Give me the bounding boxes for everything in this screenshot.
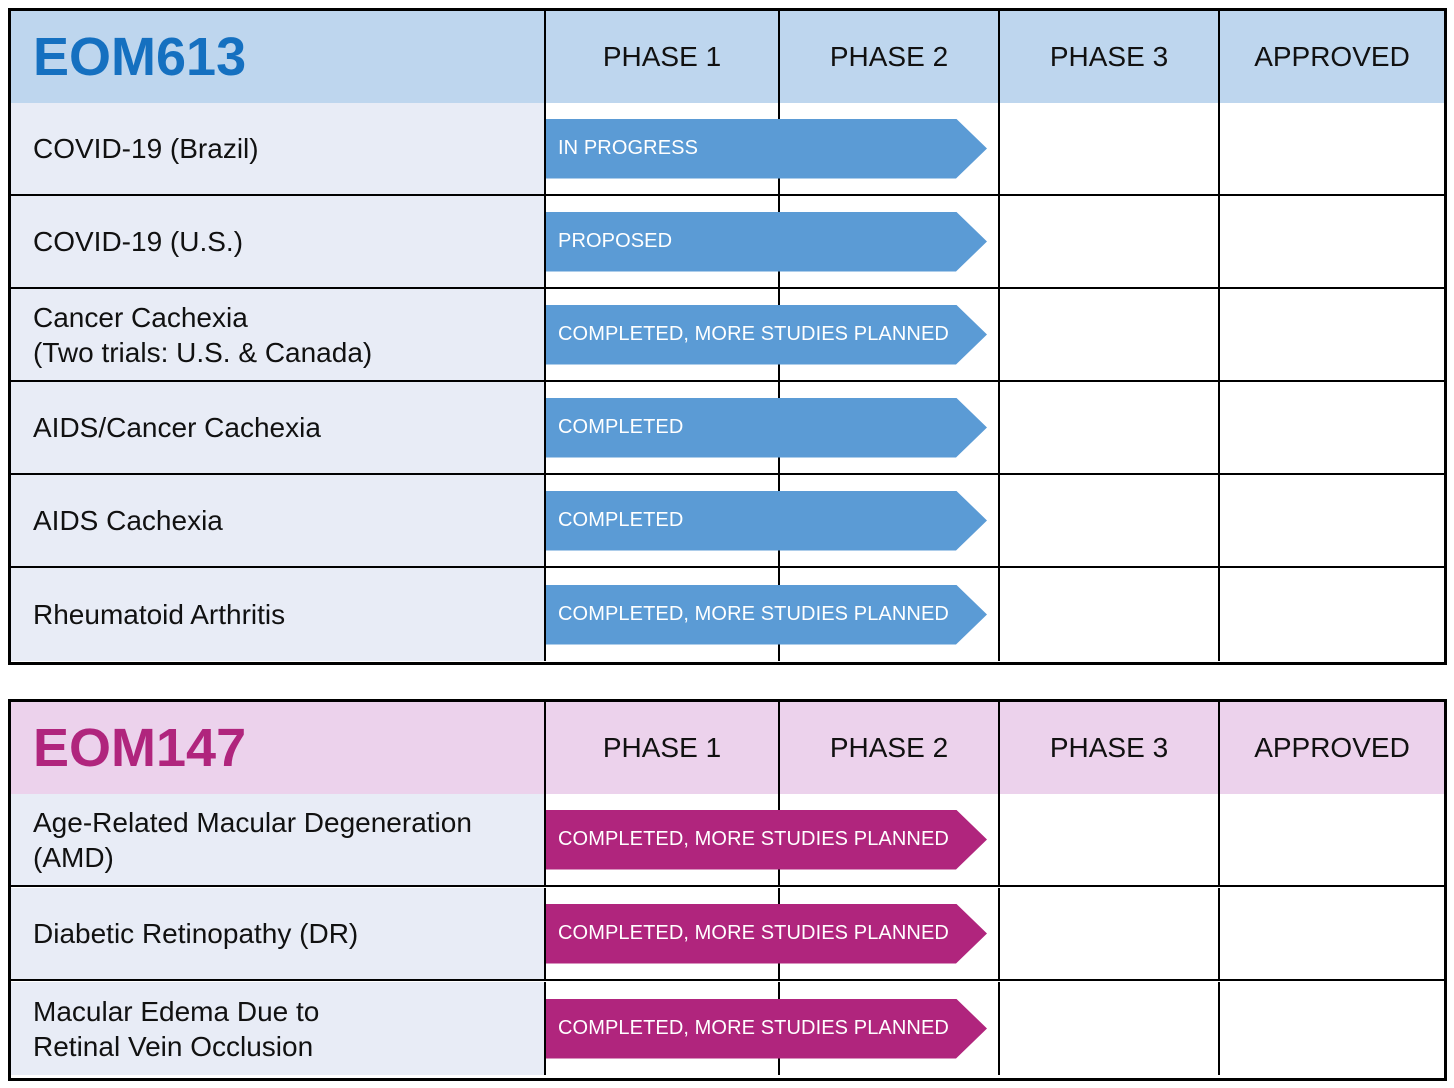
status-arrow: COMPLETED, MORE STUDIES PLANNED (546, 304, 987, 365)
phase-3-cell (1000, 289, 1220, 380)
status-label: COMPLETED (558, 509, 684, 531)
approved-cell (1220, 475, 1444, 566)
indication-row: Age-Related Macular Degeneration (AMD) C… (11, 794, 1444, 887)
indication-label: Diabetic Retinopathy (DR) (11, 888, 546, 979)
status-arrow: COMPLETED (546, 490, 987, 551)
phase-3-cell (1000, 888, 1220, 979)
drug-name: EOM147 (11, 702, 546, 794)
indication-label: AIDS/Cancer Cachexia (11, 382, 546, 473)
status-arrow: COMPLETED (546, 397, 987, 458)
indication-label: Macular Edema Due to Retinal Vein Occlus… (11, 982, 546, 1075)
status-label: COMPLETED (558, 416, 684, 438)
indication-row: COVID-19 (U.S.) PROPOSED (11, 196, 1444, 289)
phase-1-header: PHASE 1 (546, 702, 780, 794)
phase-3-cell (1000, 475, 1220, 566)
indication-row: Macular Edema Due to Retinal Vein Occlus… (11, 982, 1444, 1075)
approved-cell (1220, 289, 1444, 380)
status-arrow: COMPLETED, MORE STUDIES PLANNED (546, 809, 987, 870)
eom613-pipeline-table: EOM613 PHASE 1 PHASE 2 PHASE 3 APPROVED … (8, 8, 1447, 665)
phase-3-cell (1000, 568, 1220, 661)
status-label: COMPLETED, MORE STUDIES PLANNED (558, 1017, 949, 1039)
indication-label: Rheumatoid Arthritis (11, 568, 546, 661)
indication-row: Cancer Cachexia (Two trials: U.S. & Cana… (11, 289, 1444, 382)
indication-label: AIDS Cachexia (11, 475, 546, 566)
phase-3-header: PHASE 3 (1000, 11, 1220, 103)
indication-label: Age-Related Macular Degeneration (AMD) (11, 794, 546, 885)
status-label: COMPLETED, MORE STUDIES PLANNED (558, 828, 949, 850)
status-label: COMPLETED, MORE STUDIES PLANNED (558, 922, 949, 944)
status-label: IN PROGRESS (558, 137, 699, 159)
indication-row: AIDS Cachexia COMPLETED (11, 475, 1444, 568)
approved-cell (1220, 794, 1444, 885)
indication-label: Cancer Cachexia (Two trials: U.S. & Cana… (11, 289, 546, 380)
indication-label: COVID-19 (Brazil) (11, 103, 546, 194)
status-label: PROPOSED (558, 230, 673, 252)
approved-cell (1220, 888, 1444, 979)
indication-label: COVID-19 (U.S.) (11, 196, 546, 287)
phase-2-header: PHASE 2 (780, 702, 1000, 794)
approved-header: APPROVED (1254, 41, 1410, 72)
approved-cell (1220, 382, 1444, 473)
phase-2-header: PHASE 2 (780, 11, 1000, 103)
phase-3-cell (1000, 382, 1220, 473)
status-label: COMPLETED, MORE STUDIES PLANNED (558, 603, 949, 625)
status-arrow: COMPLETED, MORE STUDIES PLANNED (546, 998, 987, 1059)
approved-cell (1220, 568, 1444, 661)
approved-cell (1220, 982, 1444, 1075)
approved-cell (1220, 196, 1444, 287)
indication-row: Diabetic Retinopathy (DR) COMPLETED, MOR… (11, 888, 1444, 981)
eom147-header-row: EOM147 PHASE 1 PHASE 2 PHASE 3 APPROVED (11, 702, 1444, 796)
status-arrow: PROPOSED (546, 211, 987, 272)
phase-3-header: PHASE 3 (1000, 702, 1220, 794)
indication-row: AIDS/Cancer Cachexia COMPLETED (11, 382, 1444, 475)
approved-cell (1220, 103, 1444, 194)
approved-header: APPROVED (1254, 732, 1410, 763)
status-arrow: COMPLETED, MORE STUDIES PLANNED (546, 903, 987, 964)
phase-1-header: PHASE 1 (546, 11, 780, 103)
eom613-header-row: EOM613 PHASE 1 PHASE 2 PHASE 3 APPROVED (11, 11, 1444, 105)
phase-3-cell (1000, 196, 1220, 287)
status-arrow: COMPLETED, MORE STUDIES PLANNED (546, 584, 987, 645)
status-arrow: IN PROGRESS (546, 118, 987, 179)
eom147-pipeline-table: EOM147 PHASE 1 PHASE 2 PHASE 3 APPROVED … (8, 699, 1447, 1081)
phase-3-cell (1000, 103, 1220, 194)
status-label: COMPLETED, MORE STUDIES PLANNED (558, 323, 949, 345)
indication-row: COVID-19 (Brazil) IN PROGRESS (11, 103, 1444, 196)
phase-3-cell (1000, 794, 1220, 885)
drug-name: EOM613 (11, 11, 546, 103)
indication-row: Rheumatoid Arthritis COMPLETED, MORE STU… (11, 568, 1444, 661)
phase-3-cell (1000, 982, 1220, 1075)
